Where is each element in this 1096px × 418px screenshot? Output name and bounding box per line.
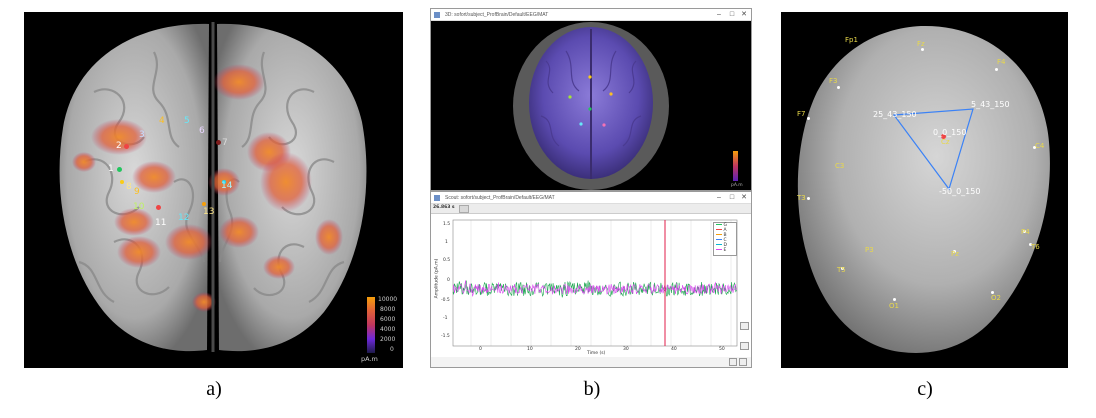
zoom-in-button[interactable] <box>740 322 749 330</box>
timeseries-axes <box>452 219 738 347</box>
brain-3d-render <box>513 22 669 190</box>
caption-b: b) <box>583 378 601 400</box>
panel-a-brain-view: 1 2 3 4 5 6 7 8 9 10 11 12 13 14 <box>24 12 403 368</box>
scroll-right-button[interactable] <box>739 358 747 366</box>
window-3d-titlebar[interactable]: 3D: sofort/subject_ProfBrain/Default/EEG… <box>431 9 751 21</box>
legend-C: C <box>716 238 727 243</box>
maximize-button[interactable]: □ <box>729 194 735 201</box>
3d-viewport[interactable]: pA.m <box>431 21 751 190</box>
head-model <box>797 25 1050 353</box>
window-scout-titlebar[interactable]: Scout: sofort/subject_ProfBrain/Default/… <box>431 192 751 204</box>
colorbar <box>367 297 375 353</box>
minimize-button[interactable]: – <box>717 11 721 18</box>
x-axis-label: Time (s) <box>587 351 606 356</box>
signal-trace <box>452 280 737 297</box>
legend-B: B <box>716 233 727 238</box>
legend-D: D <box>716 243 727 248</box>
caption-a: a) <box>206 378 222 400</box>
scroll-left-button[interactable] <box>729 358 737 366</box>
window-3d-view[interactable]: 3D: sofort/subject_ProfBrain/Default/EEG… <box>430 8 752 191</box>
current-time[interactable]: 26.863 s <box>433 205 455 210</box>
legend-E: E <box>716 248 726 253</box>
3d-colorbar-unit: pA.m <box>731 183 743 188</box>
window-scout-timeseries[interactable]: Scout: sofort/subject_ProfBrain/Default/… <box>430 191 752 368</box>
panel-c-head-electrodes: Fp1 Fz F4 F3 F7 Cz C3 T3 P3 Pz T5 O1 O2 … <box>781 12 1068 368</box>
signal-trace <box>452 280 737 298</box>
caption-c: c) <box>917 378 933 400</box>
zoom-out-button[interactable] <box>740 342 749 350</box>
minimize-button[interactable]: – <box>717 194 721 201</box>
colorbar-unit: pA.m <box>361 355 378 363</box>
time-settings-icon[interactable] <box>459 205 469 213</box>
app-icon <box>434 195 440 201</box>
legend-A: A <box>716 228 727 233</box>
time-toolbar: 26.863 s <box>431 204 751 214</box>
timeseries-plot[interactable]: Amplitude (pA.m) 1.5 1 0.5 0 -0.5 -1 -1.… <box>431 214 751 357</box>
legend: G A B C D E <box>713 222 737 256</box>
3d-colorbar <box>733 151 738 181</box>
close-button[interactable]: ✕ <box>741 194 747 201</box>
legend-G: G <box>716 223 727 228</box>
cortex-surface <box>59 22 367 352</box>
maximize-button[interactable]: □ <box>729 11 735 18</box>
close-button[interactable]: ✕ <box>741 11 747 18</box>
colorbar-ticks: 10000 8000 6000 4000 2000 0 <box>378 296 398 353</box>
app-icon <box>434 12 440 18</box>
y-axis-label: Amplitude (pA.m) <box>434 258 440 299</box>
